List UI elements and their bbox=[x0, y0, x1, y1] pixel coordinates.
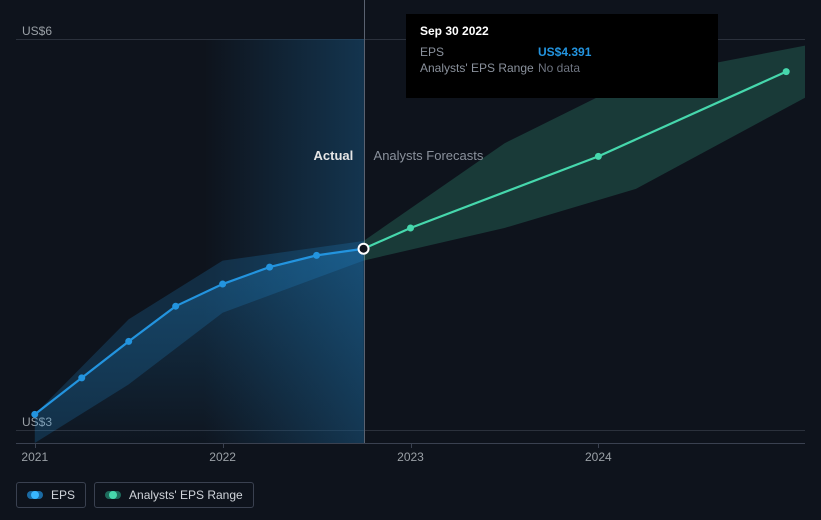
x-axis-label: 2022 bbox=[209, 450, 236, 464]
tooltip-row: EPSUS$4.391 bbox=[420, 44, 704, 60]
eps-forecast-marker bbox=[783, 68, 790, 75]
x-axis-line bbox=[16, 443, 805, 444]
x-axis-label: 2024 bbox=[585, 450, 612, 464]
eps-actual-marker bbox=[31, 411, 38, 418]
legend-item-eps[interactable]: EPS bbox=[16, 482, 86, 508]
legend-item-range[interactable]: Analysts' EPS Range bbox=[94, 482, 254, 508]
legend-label: EPS bbox=[51, 488, 75, 502]
region-label-actual: Actual bbox=[314, 148, 354, 163]
x-axis-label: 2021 bbox=[21, 450, 48, 464]
legend-label: Analysts' EPS Range bbox=[129, 488, 243, 502]
tooltip-row-label: Analysts' EPS Range bbox=[420, 61, 538, 75]
tooltip-row: Analysts' EPS RangeNo data bbox=[420, 60, 704, 76]
eps-forecast-marker bbox=[407, 225, 414, 232]
legend-swatch-range bbox=[105, 491, 121, 499]
eps-chart: US$3US$6 Actual Analysts Forecasts 20212… bbox=[0, 0, 821, 520]
tooltip-row-value: No data bbox=[538, 61, 580, 75]
focus-marker bbox=[359, 244, 369, 254]
eps-actual-marker bbox=[313, 252, 320, 259]
chart-legend: EPS Analysts' EPS Range bbox=[16, 482, 254, 508]
eps-actual-marker bbox=[266, 264, 273, 271]
eps-actual-marker bbox=[125, 338, 132, 345]
x-axis-label: 2023 bbox=[397, 450, 424, 464]
eps-actual-marker bbox=[172, 303, 179, 310]
legend-swatch-eps bbox=[27, 491, 43, 499]
chart-tooltip: Sep 30 2022 EPSUS$4.391Analysts' EPS Ran… bbox=[406, 14, 718, 98]
tooltip-row-value: US$4.391 bbox=[538, 45, 591, 59]
eps-actual-marker bbox=[78, 374, 85, 381]
tooltip-row-label: EPS bbox=[420, 45, 538, 59]
region-label-forecast: Analysts Forecasts bbox=[374, 148, 484, 163]
eps-forecast-marker bbox=[595, 153, 602, 160]
tooltip-date: Sep 30 2022 bbox=[420, 24, 704, 38]
eps-actual-marker bbox=[219, 281, 226, 288]
